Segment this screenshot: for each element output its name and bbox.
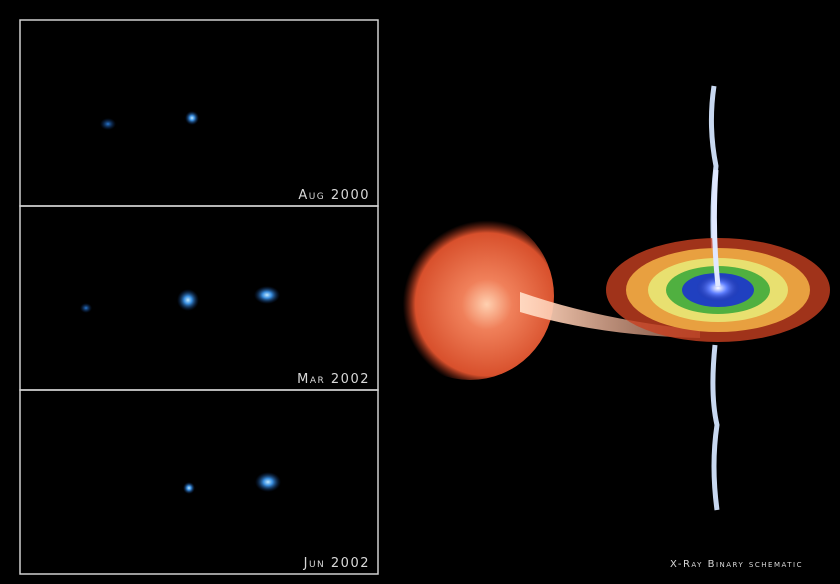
source bbox=[100, 118, 116, 130]
caption: X-Ray Binary schematic bbox=[670, 559, 803, 570]
panel-label: Aug 2000 bbox=[298, 188, 370, 203]
source bbox=[255, 472, 281, 492]
source bbox=[254, 286, 280, 304]
panel-label: Mar 2002 bbox=[297, 372, 370, 387]
source bbox=[80, 303, 92, 313]
black-hole-core bbox=[696, 274, 740, 302]
companion-star bbox=[386, 212, 554, 380]
source bbox=[177, 289, 199, 311]
schematic bbox=[386, 85, 830, 511]
panels bbox=[19, 19, 379, 575]
source bbox=[185, 111, 199, 125]
source bbox=[183, 482, 195, 494]
panel-frame bbox=[19, 389, 379, 575]
panel-label: Jun 2002 bbox=[303, 556, 370, 571]
xray-sources bbox=[80, 111, 281, 494]
jet bbox=[711, 169, 721, 287]
